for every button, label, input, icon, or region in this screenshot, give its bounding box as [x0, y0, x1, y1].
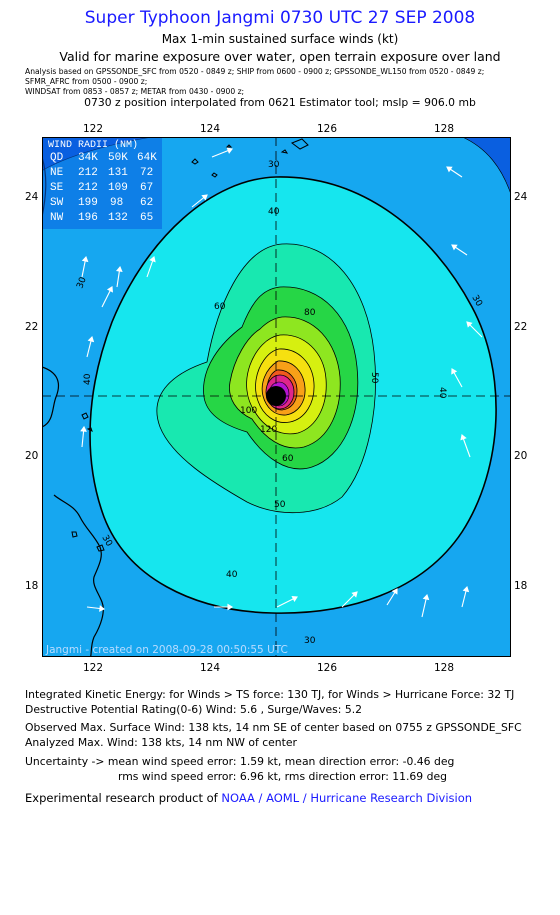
wind-arrowhead	[462, 585, 470, 593]
position-note: 0730 z position interpolated from 0621 E…	[84, 96, 476, 109]
lon-tick-top: 128	[434, 123, 455, 135]
ike-line: Integrated Kinetic Energy: for Winds > T…	[25, 688, 515, 701]
lon-tick-top: 122	[83, 123, 104, 135]
wind-radii-panel-bg	[42, 137, 162, 229]
wind-arrowhead	[446, 166, 453, 173]
lat-tick-left: 22	[25, 321, 39, 333]
wind-arrowhead	[81, 255, 89, 263]
wind-arrowhead	[391, 588, 398, 595]
contour-label: 60	[282, 454, 294, 464]
wind-radii-cell: 212	[78, 182, 98, 194]
map-title: Super Typhoon Jangmi 0730 UTC 27 SEP 200…	[84, 8, 476, 28]
wind-radii-cell: SE	[50, 182, 64, 194]
map-frame	[42, 137, 511, 657]
contour-label: 40	[226, 570, 238, 580]
wind-arrowhead	[227, 603, 234, 611]
coastline-islands	[71, 138, 309, 552]
product-credit: Experimental research product of NOAA / …	[25, 791, 472, 805]
wind-arrowhead	[460, 433, 467, 441]
lat-tick-left: 18	[25, 580, 39, 592]
wind-arrowhead	[87, 335, 95, 343]
wind-arrowhead	[291, 596, 298, 603]
lat-tick-left: 20	[25, 450, 39, 462]
wind-arrowhead	[99, 605, 106, 612]
wind-radii-header: 34K	[78, 152, 98, 164]
coastline-luzon	[53, 494, 104, 657]
wind-radii-cell: 62	[140, 197, 153, 209]
wind-radii-header: QD	[50, 152, 64, 164]
wind-field-map: WIND RADII (NM) QD 34K 50K 64K NE 212 13…	[42, 137, 511, 657]
lat-tick-right: 18	[514, 580, 528, 592]
creation-credit: Jangmi - created on 2008-09-28 00:50:55 …	[45, 644, 288, 656]
product-credit-prefix: Experimental research product of	[25, 791, 222, 805]
wind-radii-cell: 199	[78, 197, 98, 209]
wind-radii-cell: 212	[78, 167, 98, 179]
wind-radii-header: 64K	[137, 152, 157, 164]
wind-radii-cell: SW	[50, 197, 64, 209]
wind-radii-cell: 196	[78, 212, 98, 224]
contour-label: 50	[274, 500, 286, 510]
wind-radii-header: 50K	[108, 152, 128, 164]
lon-tick-bottom: 128	[434, 662, 455, 674]
lon-tick-bottom: 126	[317, 662, 338, 674]
analysis-sources-3: WINDSAT from 0853 - 0857 z; METAR from 0…	[25, 87, 245, 96]
wind-radii-cell: 131	[108, 167, 128, 179]
validity-note: Valid for marine exposure over water, op…	[59, 49, 501, 64]
wind-radii-cell: NE	[50, 167, 64, 179]
wind-radii-cell: NW	[50, 212, 64, 224]
wind-arrowhead	[201, 194, 208, 201]
wind-radii-title: WIND RADII (NM)	[48, 139, 138, 151]
contour-label: 30	[268, 160, 280, 170]
observed-max-line: Observed Max. Surface Wind: 138 kts, 14 …	[25, 721, 522, 734]
analysis-sources-2: SFMR_AFRC from 0500 - 0900 z;	[25, 77, 148, 86]
contour-label: 30	[304, 636, 316, 646]
lat-tick-right: 24	[514, 191, 528, 203]
wind-arrowhead	[466, 321, 473, 328]
lon-tick-bottom: 124	[200, 662, 221, 674]
wind-arrowhead	[226, 147, 233, 154]
wind-radii-cell: 65	[140, 212, 153, 224]
wind-arrowhead	[351, 591, 358, 598]
uncertainty-line-2: rms wind speed error: 6.96 kt, rms direc…	[118, 770, 447, 783]
lat-tick-left: 24	[25, 191, 39, 203]
contour-label: 120	[260, 425, 277, 435]
uncertainty-line-1: Uncertainty -> mean wind speed error: 1.…	[25, 755, 455, 768]
dpr-line: Destructive Potential Rating(0-6) Wind: …	[25, 703, 363, 716]
wind-radii-cell: 132	[108, 212, 128, 224]
wind-arrowhead	[106, 286, 113, 293]
analyzed-max-line: Analyzed Max. Wind: 138 kts, 14 nm NW of…	[25, 736, 297, 749]
lon-tick-top: 124	[200, 123, 221, 135]
lat-tick-right: 22	[514, 321, 528, 333]
contour-label: 100	[240, 406, 257, 416]
analysis-sources-1: Analysis based on GPSSONDE_SFC from 0520…	[25, 67, 485, 76]
contour-label: 30	[75, 276, 88, 290]
wind-arrowhead	[80, 425, 87, 432]
contour-label: 80	[304, 308, 316, 318]
wind-arrowhead	[422, 593, 430, 601]
wind-arrowhead	[149, 255, 156, 263]
contour-label: 40	[437, 387, 447, 399]
lon-tick-bottom: 122	[83, 662, 104, 674]
wind-arrowhead	[451, 368, 458, 375]
wind-arrowhead	[451, 244, 458, 251]
contour-label: 40	[268, 207, 280, 217]
wind-radii-cell: 98	[110, 197, 123, 209]
wind-radii-cell: 72	[140, 167, 153, 179]
wind-radii-cell: 109	[108, 182, 128, 194]
wind-arrowhead	[115, 265, 123, 272]
map-subtitle: Max 1-min sustained surface winds (kt)	[161, 32, 399, 46]
wind-radii-cell: 67	[140, 182, 153, 194]
contour-label: 60	[214, 302, 226, 312]
contour-label: 50	[369, 372, 379, 384]
hrd-link[interactable]: NOAA / AOML / Hurricane Research Divisio…	[221, 791, 473, 805]
contour-label: 40	[83, 373, 93, 385]
lat-tick-right: 20	[514, 450, 528, 462]
wind-vectors	[80, 147, 483, 618]
lon-tick-top: 126	[317, 123, 338, 135]
